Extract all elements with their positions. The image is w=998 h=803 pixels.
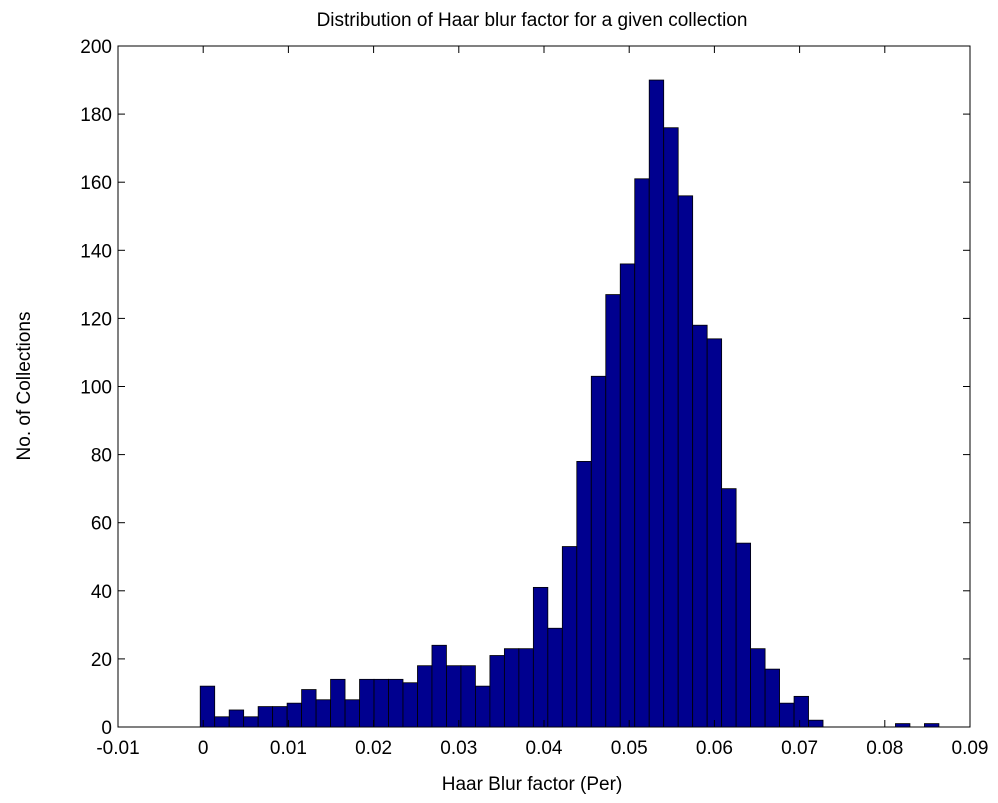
histogram-bar [808,719,824,728]
histogram-bar [561,546,578,728]
x-tick-label: 0.02 [355,738,392,759]
histogram-bar [460,665,476,728]
histogram-bar [576,461,592,728]
histogram-bar [706,338,723,728]
x-tick-label: 0.09 [952,738,989,759]
histogram-bar [315,699,331,728]
y-tick-label: 20 [91,650,112,671]
y-tick-label: 140 [80,241,112,262]
x-tick-label: 0.05 [611,738,648,759]
histogram-bar [431,644,447,728]
histogram-bar [648,79,665,728]
y-tick-label: 160 [80,173,112,194]
histogram-bar [895,723,911,728]
y-axis-ticks: 0 20 40 60 80 100 120 140 160 180 200 [80,37,970,739]
histogram-bar [344,699,360,728]
histogram-bar [301,689,317,728]
histogram-bar [243,716,259,728]
histogram-bar [257,706,274,728]
histogram-bar [359,678,375,728]
y-tick-label: 80 [91,446,112,467]
histogram-bar [619,263,636,728]
y-tick-label: 60 [91,514,112,535]
histogram-bar [634,178,650,728]
histogram-bar [417,665,433,728]
histogram-bar [518,648,534,728]
histogram-bar [489,655,505,728]
histogram-bar [214,716,230,728]
histogram-bar [446,665,462,728]
y-axis-label: No. of Collections [14,312,35,461]
histogram-bar [764,668,780,728]
y-tick-label: 0 [101,718,112,739]
y-tick-label: 100 [80,378,112,399]
x-tick-label: 0 [198,738,209,759]
histogram-bar [924,723,940,728]
x-tick-label: 0.06 [696,738,733,759]
y-tick-label: 120 [80,309,112,330]
histogram-bar [199,685,216,728]
histogram-bar [330,678,346,728]
histogram-bar [677,195,694,728]
x-tick-label: 0.08 [866,738,903,759]
histogram-bar [373,678,389,728]
x-tick-label: 0.04 [526,738,563,759]
histogram-bar [590,375,607,728]
x-axis-label: Haar Blur factor (Per) [442,774,623,795]
histogram-bar [475,685,491,728]
x-tick-label: 0.01 [270,738,307,759]
histogram-bar [503,648,520,728]
histogram-bar [228,709,245,728]
x-tick-label: 0.07 [781,738,818,759]
y-tick-label: 180 [80,105,112,126]
histogram-bar [721,488,737,728]
histogram-bar [547,627,563,728]
histogram-bar [272,706,288,728]
histogram-bar [402,682,418,728]
x-axis-ticks: -0.01 0 0.01 0.02 0.03 0.04 0.05 0.06 0.07 0.08 0.… [96,46,988,759]
histogram-bar [793,695,809,728]
y-tick-label: 200 [80,37,112,58]
histogram-bar [735,542,752,728]
histogram-bar [692,324,708,728]
histogram-bar [750,648,766,728]
histogram-bar [779,702,795,728]
histogram-bar [663,127,679,728]
chart-title: Distribution of Haar blur factor for a g… [317,10,748,31]
x-tick-label: 0.03 [440,738,477,759]
histogram-bar [286,702,302,728]
histogram-bar [532,586,549,728]
histogram-bar [605,294,621,728]
y-tick-label: 40 [91,582,112,603]
x-tick-label: -0.01 [96,738,139,759]
histogram-bar [388,678,404,728]
bar-series [199,79,940,728]
